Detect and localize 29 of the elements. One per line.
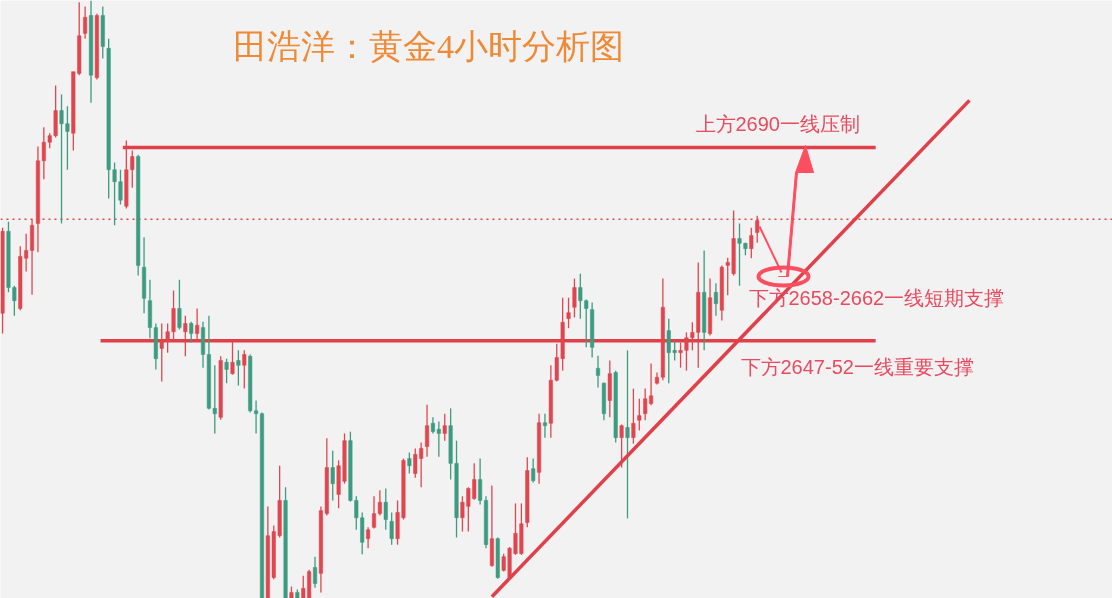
candlestick [177, 279, 182, 331]
candlestick [83, 5, 88, 40]
ref-line-label: 下方2647-52一线重要支撑 [740, 355, 974, 378]
candlestick [407, 451, 412, 475]
candlestick [242, 349, 247, 390]
candlestick [619, 423, 624, 469]
candlestick [625, 349, 630, 520]
candlestick [596, 355, 601, 389]
candlestick [389, 511, 394, 546]
candlestick [330, 450, 335, 502]
candlestick [713, 282, 718, 317]
candlestick [542, 413, 547, 439]
candlestick [572, 277, 577, 319]
candlestick [189, 320, 194, 344]
ref-line-label: 上方2690一线压制 [695, 112, 860, 135]
candlestick [566, 297, 571, 329]
candlestick [478, 457, 483, 506]
candlestick [313, 555, 318, 589]
candlestick [749, 227, 754, 259]
candlestick [383, 487, 388, 531]
candlestick [236, 349, 241, 387]
candlestick [531, 457, 536, 484]
candlestick [442, 413, 447, 442]
candlestick [366, 526, 371, 549]
candlestick [637, 398, 642, 432]
candlestick [425, 404, 430, 458]
text: 田浩洋：黄金4小时分析图 [233, 28, 624, 65]
candlestick [631, 387, 636, 445]
candlestick [224, 358, 229, 384]
